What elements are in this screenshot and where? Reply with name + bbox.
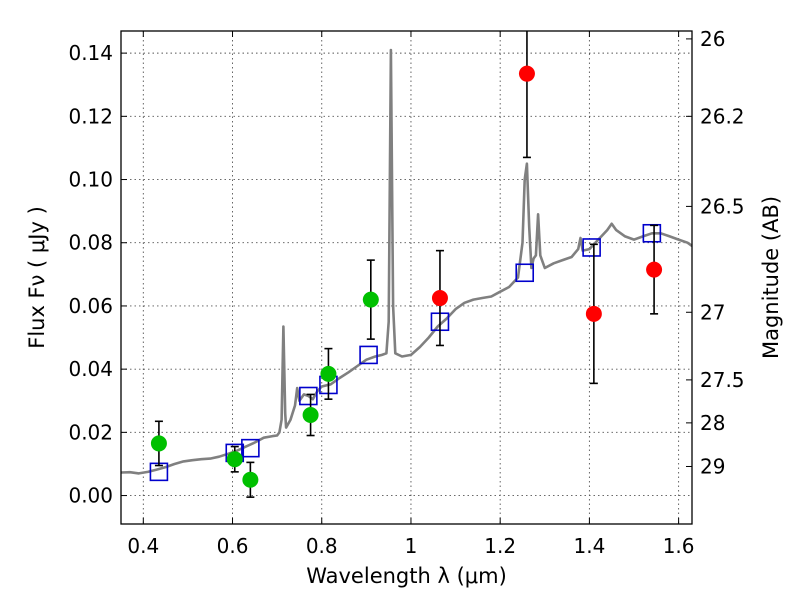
photometry-point-optical	[302, 406, 319, 423]
right-tick-label: 27	[700, 300, 725, 324]
photometry-point-optical	[150, 435, 167, 452]
right-tick-label: 28	[700, 411, 725, 435]
photometry-point-nir	[585, 305, 602, 322]
photometry-point-nir	[646, 261, 663, 278]
y-tick-label: 0.02	[68, 420, 113, 444]
model-square	[299, 386, 318, 406]
photometry-point-optical	[242, 471, 259, 488]
axes-frame	[120, 30, 693, 525]
photometry-point-optical	[362, 291, 379, 308]
x-tick-label: 1.2	[484, 534, 516, 558]
plot-area	[121, 31, 692, 498]
y-tick-label: 0.04	[68, 357, 113, 381]
photometry-point-optical	[226, 451, 243, 468]
y-axis-label: Flux Fν ( μJy )	[25, 206, 49, 349]
y-tick-label: 0.00	[68, 484, 113, 508]
x-tick-label: 1.4	[573, 534, 605, 558]
model-square	[515, 263, 535, 283]
right-tick-label: 27.5	[700, 368, 745, 392]
photometry-point-nir	[518, 65, 535, 82]
ticks: 0.4 0.6 0.8 1 1.2 1.4 1.6 0.00 0.02 0.04 0.06 0.08 0…	[68, 27, 744, 558]
y-tick-label: 0.08	[68, 231, 113, 255]
model-square	[359, 345, 378, 365]
model-square	[582, 238, 601, 257]
spectrum-line	[121, 48, 692, 475]
y-tick-label: 0.12	[68, 104, 113, 128]
photometry-point-optical	[320, 365, 337, 382]
grid	[121, 31, 692, 524]
x-axis-label: Wavelength λ (μm)	[306, 564, 507, 588]
y-tick-label: 0.06	[68, 294, 113, 318]
right-tick-label: 26	[700, 27, 725, 51]
x-tick-label: 0.4	[127, 534, 159, 558]
y-tick-label: 0.10	[68, 168, 113, 192]
right-tick-label: 26.2	[700, 104, 745, 128]
x-tick-label: 0.6	[217, 534, 249, 558]
model-square	[241, 438, 260, 458]
right-tick-label: 29	[700, 454, 725, 478]
y-tick-label: 0.14	[68, 41, 113, 65]
right-axis-label: Magnitude (AB)	[759, 196, 783, 359]
x-tick-label: 1	[405, 534, 418, 558]
x-tick-label: 0.8	[306, 534, 338, 558]
photometry-point-nir	[431, 290, 448, 307]
x-tick-label: 1.6	[663, 534, 695, 558]
right-tick-label: 26.5	[700, 194, 745, 218]
